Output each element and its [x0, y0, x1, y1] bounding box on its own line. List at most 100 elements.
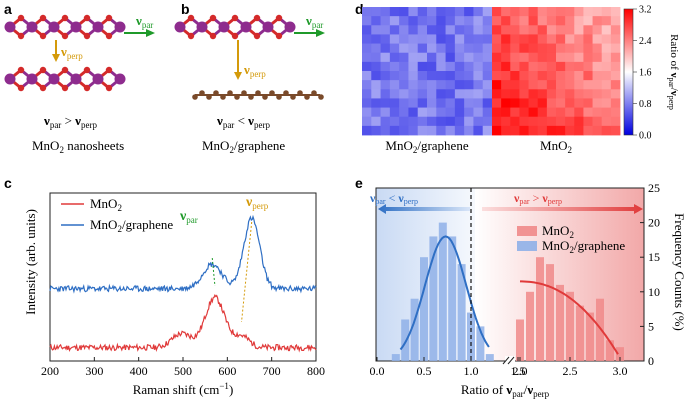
heatmap-cell	[389, 34, 400, 44]
heatmap-cell	[519, 52, 529, 63]
heatmap-cell	[445, 34, 456, 44]
heatmap-cell	[417, 61, 428, 72]
raman-legend: MnO2 MnO2/graphene	[61, 196, 173, 234]
heatmap-cell	[501, 89, 511, 99]
histogram-xtick-label: 1.5	[511, 364, 526, 378]
heatmap-cell	[510, 98, 520, 108]
c-atom	[304, 94, 310, 100]
heatmap-cell	[565, 7, 575, 17]
histogram-ytick-label: 25	[648, 181, 660, 195]
caption-b: MnO2/graphene	[202, 138, 285, 155]
heatmap-cell	[601, 125, 612, 136]
hist-bar-mno2	[616, 347, 624, 361]
heatmap-cell	[399, 89, 409, 99]
c-atom	[199, 90, 205, 96]
hist-bar-graphene	[410, 298, 419, 361]
heatmap-cell	[574, 52, 584, 63]
hist-bar-mno2	[516, 319, 524, 361]
heatmap-cell	[454, 107, 465, 118]
heatmap-cell	[574, 89, 584, 99]
heatmap-cell	[565, 116, 575, 127]
heatmap-cell	[546, 43, 557, 54]
heatmap-cell	[519, 16, 529, 26]
heatmap-cell	[519, 43, 529, 54]
heatmap-cell	[592, 16, 603, 26]
heatmap-cell	[473, 61, 484, 72]
heatmap-cell	[501, 43, 511, 54]
heatmap-cell	[583, 71, 593, 81]
heatmap-cell	[408, 125, 419, 136]
heatmap-cell	[501, 7, 511, 17]
heatmap-cell	[371, 52, 381, 63]
heatmap-cell	[592, 34, 603, 44]
heatmap-cell	[399, 80, 409, 90]
heatmap-cell	[408, 25, 419, 35]
heatmap-cell	[436, 43, 446, 54]
heatmap-cell	[519, 116, 529, 127]
heatmap-cell	[583, 52, 593, 63]
heatmap-cell	[565, 16, 575, 26]
heatmap-cell	[380, 116, 391, 127]
heatmap-cell	[371, 7, 381, 17]
heatmap-cell	[417, 98, 428, 108]
heatmap-cell	[546, 16, 557, 26]
heatmap-cell	[482, 107, 493, 118]
heatmap-cell	[556, 61, 566, 72]
heatmap-cell	[537, 98, 548, 108]
heatmap-cell	[464, 25, 474, 35]
heatmap-cell	[537, 25, 548, 35]
heatmap-cell	[427, 71, 437, 81]
mn-atom	[92, 73, 104, 85]
hist-bar-mno2	[546, 264, 554, 361]
heatmap-cell	[519, 71, 529, 81]
heatmap-cell	[574, 107, 584, 118]
histogram-ytick-label: 5	[648, 319, 654, 333]
heatmap-cell	[546, 116, 557, 127]
heatmap-cell	[380, 52, 391, 63]
heatmap-cell	[445, 52, 456, 63]
heatmap-cell	[565, 43, 575, 54]
heatmap-cell	[556, 80, 566, 90]
legend-text-hist-mno2: MnO2	[542, 223, 574, 240]
histogram-xtick-label: 3.0	[613, 364, 628, 378]
heatmap-cell	[537, 52, 548, 63]
mn-atom	[48, 73, 60, 85]
heatmap-cell	[546, 80, 557, 90]
heatmap-cell	[371, 98, 381, 108]
heatmap-cell	[519, 107, 529, 118]
heatmap-cell	[436, 125, 446, 136]
heatmap-cell	[371, 107, 381, 118]
panel-label-a: a	[4, 1, 12, 17]
heatmap-cell	[454, 98, 465, 108]
heatmap-cell	[464, 98, 474, 108]
colorbar-tick-label: 0.8	[639, 99, 652, 110]
heatmap-cell	[482, 7, 493, 17]
heatmap-cell	[399, 98, 409, 108]
histogram-xtick-label: 1.0	[464, 364, 479, 378]
heatmap-cell	[556, 43, 566, 54]
heatmap-cell	[492, 52, 502, 63]
histogram-xlabel: Ratio of νpar/νperp	[461, 382, 550, 399]
hist-bar-graphene	[401, 319, 410, 361]
heatmap-cell	[492, 80, 502, 90]
heatmap-cell	[362, 25, 372, 35]
heatmap-cell	[380, 80, 391, 90]
heatmap-cell	[389, 71, 400, 81]
heatmap-cell	[556, 107, 566, 118]
heatmap-cell	[454, 116, 465, 127]
heatmap-cell	[528, 80, 539, 90]
heatmap-cell	[371, 89, 381, 99]
heatmap-cell	[510, 89, 520, 99]
heatmap-cell	[464, 89, 474, 99]
heatmap-cell	[399, 7, 409, 17]
heatmap-cell	[427, 80, 437, 90]
colorbar-tick-label: 0.0	[639, 131, 652, 142]
heatmap-cell	[417, 107, 428, 118]
histogram-xtick-label: 0.0	[370, 364, 385, 378]
heatmap-cell	[408, 71, 419, 81]
mno2-layer-top	[4, 14, 126, 40]
heatmap-cell	[610, 107, 621, 118]
o-atom	[17, 84, 25, 92]
heatmap-cell	[482, 43, 493, 54]
heatmap-cell	[389, 61, 400, 72]
